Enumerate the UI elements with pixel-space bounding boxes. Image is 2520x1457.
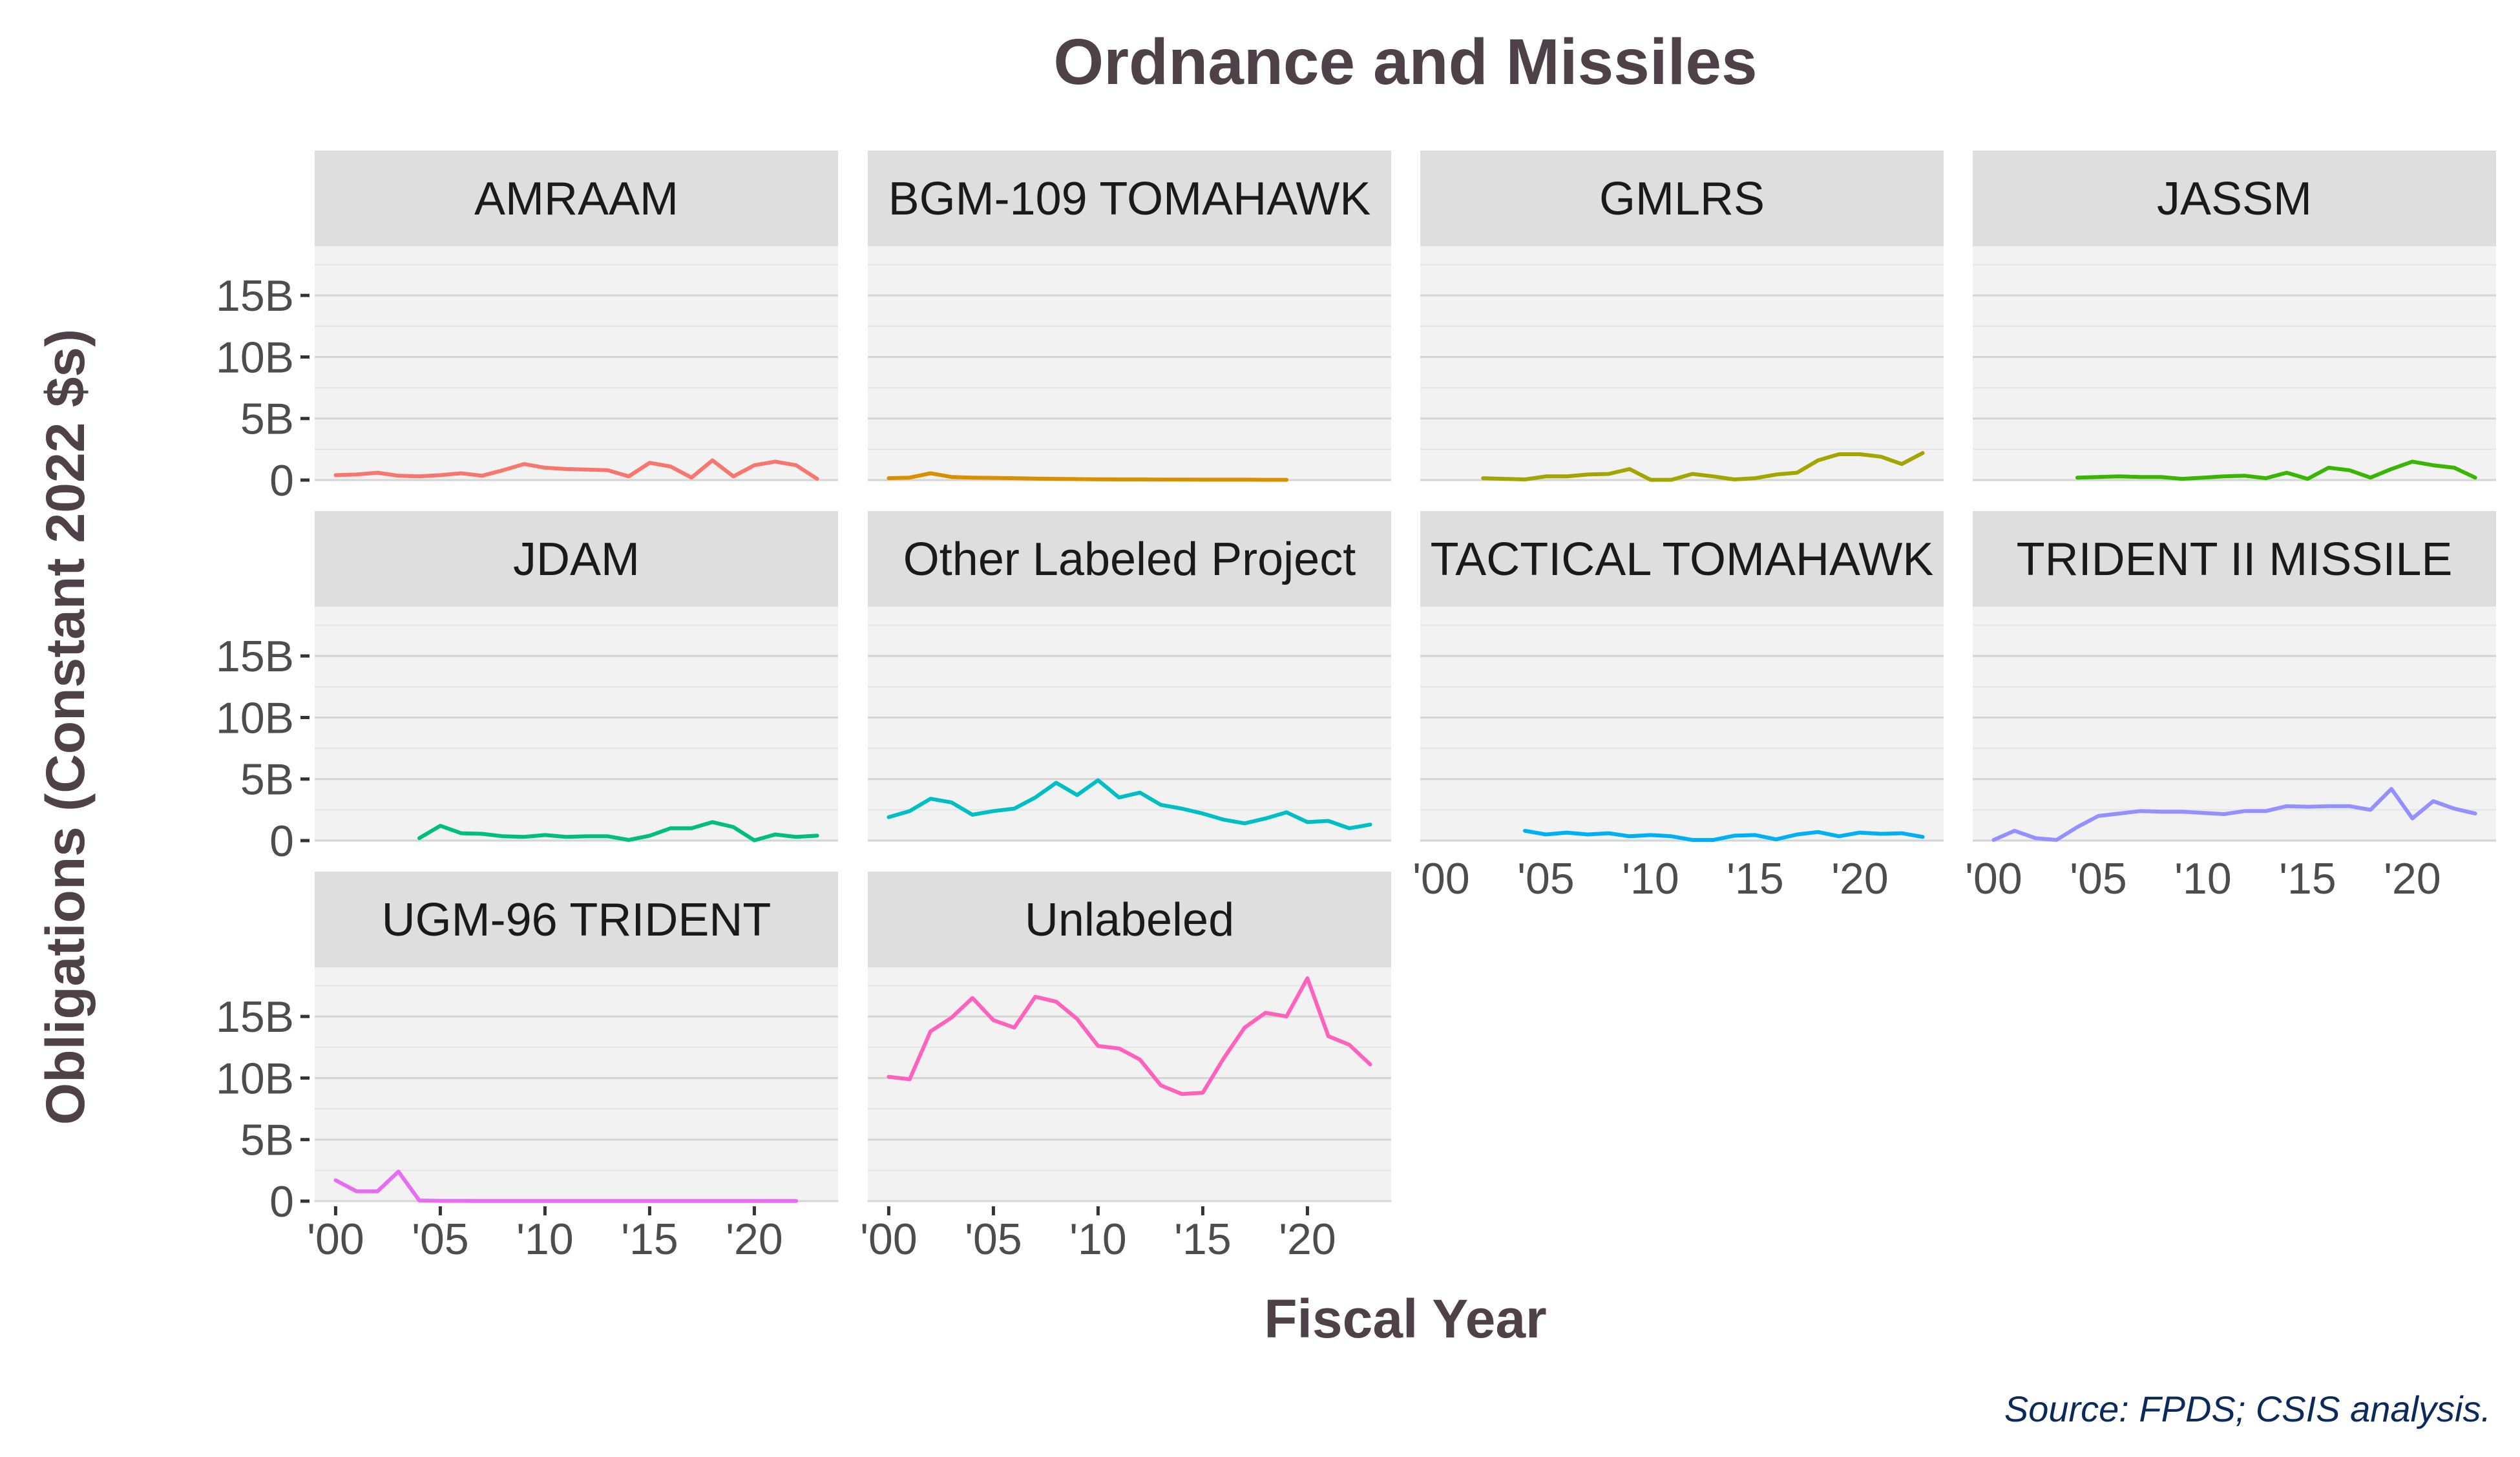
panel-jdam: JDAM 0 5B 10B 15B — [216, 511, 838, 866]
y-axis-title: Obligations (Constant 2022 $s) — [35, 329, 96, 1125]
panel-amraam: AMRAAM 0 5B 10B 15B — [216, 151, 838, 505]
x-tick-label: '00 — [307, 1215, 364, 1264]
panel-plot-background — [315, 967, 838, 1201]
y-tick-label: 15B — [216, 632, 294, 681]
panel-strip — [315, 151, 838, 246]
series-line-ugm-96-trident — [333, 1169, 799, 1203]
series-line-jassm — [2075, 459, 2477, 481]
panel-strip-label: Other Labeled Project — [903, 534, 1356, 585]
panel-other-labeled-project: Other Labeled Project — [868, 511, 1391, 842]
y-tick-label: 5B — [240, 395, 294, 444]
panel-strip — [1973, 511, 2496, 607]
y-tick-label: 5B — [240, 1116, 294, 1165]
series-line-amraam — [333, 458, 819, 481]
panel-plot-background — [315, 246, 838, 480]
panel-strip — [868, 151, 1391, 246]
panel-strip — [868, 872, 1391, 967]
y-tick-label: 10B — [216, 333, 294, 382]
x-axis-title: Fiscal Year — [1264, 1288, 1546, 1349]
x-tick-label: '10 — [1622, 854, 1679, 903]
y-tick-label: 15B — [216, 271, 294, 320]
x-tick-label: '05 — [2070, 854, 2127, 903]
x-tick-label: '05 — [965, 1215, 1022, 1264]
x-tick-label: '10 — [2174, 854, 2232, 903]
panel-plot-background — [1420, 607, 1944, 841]
panel-unlabeled: Unlabeled '00 '05 '10 '15 '20 — [860, 872, 1391, 1264]
x-tick-label: '20 — [2384, 854, 2441, 903]
panel-ugm-96-trident: UGM-96 TRIDENT 0 5B 10B 15B '00 '05 '10 '15 '20 — [216, 872, 838, 1264]
panel-plot-background — [868, 246, 1391, 480]
panel-bgm-109-tomahawk: BGM-109 TOMAHAWK — [868, 151, 1391, 482]
x-tick-label: '00 — [860, 1215, 918, 1264]
series-line-trident-ii-missile — [1991, 787, 2477, 842]
series-line-unlabeled — [887, 976, 1372, 1096]
y-tick-label: 0 — [269, 456, 294, 505]
series-line-tactical-tomahawk — [1523, 828, 1925, 842]
y-tick-label: 10B — [216, 1054, 294, 1103]
panel-plot-background — [868, 967, 1391, 1201]
panel-strip-label: JASSM — [2157, 173, 2312, 225]
panel-plot-background — [315, 607, 838, 841]
source-caption: Source: FPDS; CSIS analysis. — [2004, 1389, 2491, 1429]
panel-strip — [1420, 511, 1944, 607]
panel-strip-label: UGM-96 TRIDENT — [382, 894, 772, 946]
y-tick-label: 0 — [269, 817, 294, 866]
panel-tactical-tomahawk: TACTICAL TOMAHAWK '00 '05 '10 '15 '20 — [1412, 511, 1944, 903]
panel-strip — [1420, 151, 1944, 246]
x-tick-label: '20 — [1831, 854, 1889, 903]
x-tick-label: '05 — [412, 1215, 469, 1264]
panel-plot-background — [868, 607, 1391, 841]
x-tick-label: '15 — [621, 1215, 678, 1264]
chart-title: Ordnance and Missiles — [1053, 26, 1757, 98]
y-tick-label: 10B — [216, 693, 294, 742]
panels-layer: AMRAAM 0 5B 10B 15B BGM-109 TOMAHAWK GMLRS JASS… — [216, 151, 2496, 1264]
panel-strip-label: TACTICAL TOMAHAWK — [1431, 534, 1934, 585]
panel-strip-label: Unlabeled — [1025, 894, 1234, 946]
series-line-bgm-109-tomahawk — [887, 471, 1288, 482]
y-tick-label: 5B — [240, 755, 294, 804]
y-tick-label: 15B — [216, 992, 294, 1042]
panel-strip-label: TRIDENT II MISSILE — [2017, 534, 2453, 585]
panel-plot-background — [1420, 246, 1944, 480]
panel-strip — [315, 872, 838, 967]
panel-jassm: JASSM — [1973, 151, 2496, 481]
panel-strip — [868, 511, 1391, 607]
x-tick-label: '15 — [2279, 854, 2336, 903]
panel-strip-label: AMRAAM — [474, 173, 678, 225]
panel-strip — [1973, 151, 2496, 246]
x-tick-label: '20 — [726, 1215, 783, 1264]
panel-strip-label: GMLRS — [1599, 173, 1765, 225]
x-tick-label: '00 — [1965, 854, 2022, 903]
panel-gmlrs: GMLRS — [1420, 151, 1944, 482]
x-tick-label: '10 — [1069, 1215, 1127, 1264]
series-line-other-labeled-project — [887, 778, 1372, 830]
panel-trident-ii-missile: TRIDENT II MISSILE '00 '05 '10 '15 '20 — [1965, 511, 2496, 903]
panel-strip-label: BGM-109 TOMAHAWK — [888, 173, 1371, 225]
x-tick-label: '15 — [1727, 854, 1784, 903]
series-line-gmlrs — [1481, 451, 1925, 482]
panel-strip-label: JDAM — [513, 534, 640, 585]
x-tick-label: '15 — [1174, 1215, 1232, 1264]
x-tick-label: '00 — [1412, 854, 1470, 903]
panel-plot-background — [1973, 246, 2496, 480]
x-tick-label: '20 — [1279, 1215, 1336, 1264]
panel-plot-background — [1973, 607, 2496, 841]
x-tick-label: '05 — [1517, 854, 1575, 903]
x-tick-label: '10 — [516, 1215, 574, 1264]
panel-strip — [315, 511, 838, 607]
series-line-jdam — [417, 820, 819, 843]
y-tick-label: 0 — [269, 1177, 294, 1226]
